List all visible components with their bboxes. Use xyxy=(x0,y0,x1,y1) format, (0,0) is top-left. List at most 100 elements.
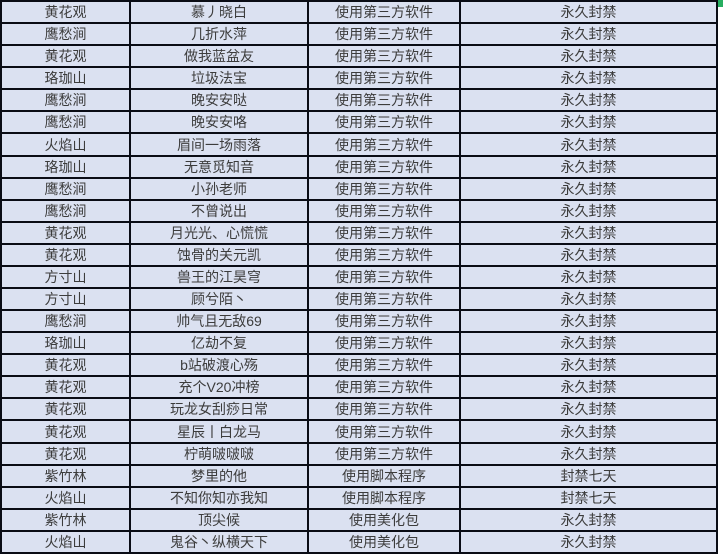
cell-punishment[interactable]: 永久封禁 xyxy=(459,375,718,400)
cell-punishment[interactable]: 永久封禁 xyxy=(459,220,718,245)
cell-player[interactable]: 不曾说出 xyxy=(129,198,309,223)
cell-violation[interactable]: 使用脚本程序 xyxy=(307,463,461,488)
cell-punishment[interactable]: 永久封禁 xyxy=(459,309,718,334)
cell-player[interactable]: b站破渡心殇 xyxy=(129,353,309,378)
cell-punishment[interactable]: 永久封禁 xyxy=(459,0,718,25)
cell-server[interactable]: 黄花观 xyxy=(0,353,131,378)
cell-server[interactable]: 火焰山 xyxy=(0,529,131,554)
cell-server[interactable]: 方寸山 xyxy=(0,264,131,290)
cell-punishment[interactable]: 永久封禁 xyxy=(459,198,718,223)
cell-server[interactable]: 鹰愁涧 xyxy=(0,88,131,113)
cell-server[interactable]: 紫竹林 xyxy=(0,507,131,532)
cell-player[interactable]: 晚安安咯 xyxy=(129,110,309,135)
cell-player[interactable]: 充个V20冲榜 xyxy=(129,375,309,400)
cell-server[interactable]: 鹰愁涧 xyxy=(0,198,131,223)
cell-server[interactable]: 黄花观 xyxy=(0,397,131,422)
cell-punishment[interactable]: 永久封禁 xyxy=(459,331,718,356)
cell-server[interactable]: 珞珈山 xyxy=(0,154,131,179)
cell-violation[interactable]: 使用第三方软件 xyxy=(307,132,461,157)
cell-punishment[interactable]: 永久封禁 xyxy=(459,419,718,444)
cell-violation[interactable]: 使用第三方软件 xyxy=(307,22,461,47)
cell-punishment[interactable]: 永久封禁 xyxy=(459,66,718,91)
cell-server[interactable]: 鹰愁涧 xyxy=(0,176,131,201)
cell-player[interactable]: 蚀骨的关元凯 xyxy=(129,242,309,267)
cell-server[interactable]: 黄花观 xyxy=(0,0,131,25)
cell-violation[interactable]: 使用第三方软件 xyxy=(307,198,461,223)
cell-player[interactable]: 垃圾法宝 xyxy=(129,66,309,91)
cell-violation[interactable]: 使用第三方软件 xyxy=(307,353,461,378)
cell-violation[interactable]: 使用美化包 xyxy=(307,507,461,532)
cell-player[interactable]: 玩龙女刮痧日常 xyxy=(129,397,309,422)
cell-server[interactable]: 火焰山 xyxy=(0,132,131,157)
cell-server[interactable]: 珞珈山 xyxy=(0,331,131,356)
cell-violation[interactable]: 使用第三方软件 xyxy=(307,66,461,91)
cell-server[interactable]: 方寸山 xyxy=(0,287,131,312)
cell-punishment[interactable]: 永久封禁 xyxy=(459,287,718,312)
cell-punishment[interactable]: 永久封禁 xyxy=(459,176,718,201)
cell-player[interactable]: 鬼谷丶纵横天下 xyxy=(129,529,309,554)
cell-violation[interactable]: 使用脚本程序 xyxy=(307,485,461,510)
cell-punishment[interactable]: 永久封禁 xyxy=(459,44,718,69)
cell-punishment[interactable]: 永久封禁 xyxy=(459,22,718,47)
cell-server[interactable]: 火焰山 xyxy=(0,485,131,510)
cell-punishment[interactable]: 永久封禁 xyxy=(459,507,718,532)
cell-server[interactable]: 黄花观 xyxy=(0,220,131,245)
cell-punishment[interactable]: 永久封禁 xyxy=(459,397,718,422)
cell-violation[interactable]: 使用第三方软件 xyxy=(307,287,461,312)
cell-violation[interactable]: 使用第三方软件 xyxy=(307,309,461,334)
cell-server[interactable]: 黄花观 xyxy=(0,441,131,466)
cell-violation[interactable]: 使用第三方软件 xyxy=(307,220,461,245)
cell-violation[interactable]: 使用第三方软件 xyxy=(307,110,461,135)
cell-violation[interactable]: 使用第三方软件 xyxy=(307,419,461,444)
cell-violation[interactable]: 使用第三方软件 xyxy=(307,441,461,466)
cell-server[interactable]: 黄花观 xyxy=(0,242,131,267)
cell-punishment[interactable]: 永久封禁 xyxy=(459,529,718,554)
cell-player[interactable]: 月光光、心慌慌 xyxy=(129,220,309,245)
cell-server[interactable]: 黄花观 xyxy=(0,419,131,444)
cell-punishment[interactable]: 永久封禁 xyxy=(459,154,718,179)
cell-player[interactable]: 帅气且无敌69 xyxy=(129,309,309,334)
cell-server[interactable]: 珞珈山 xyxy=(0,66,131,91)
cell-player[interactable]: 晚安安哒 xyxy=(129,88,309,113)
cell-player[interactable]: 兽王的江昊穹 xyxy=(129,264,309,290)
cell-player[interactable]: 小孙老师 xyxy=(129,176,309,201)
cell-punishment[interactable]: 永久封禁 xyxy=(459,242,718,267)
cell-player[interactable]: 不知你知亦我知 xyxy=(129,485,309,510)
cell-punishment[interactable]: 封禁七天 xyxy=(459,485,718,510)
cell-violation[interactable]: 使用第三方软件 xyxy=(307,264,461,290)
cell-violation[interactable]: 使用第三方软件 xyxy=(307,154,461,179)
cell-punishment[interactable]: 永久封禁 xyxy=(459,353,718,378)
cell-punishment[interactable]: 封禁七天 xyxy=(459,463,718,488)
cell-violation[interactable]: 使用第三方软件 xyxy=(307,0,461,25)
cell-player[interactable]: 眉间一场雨落 xyxy=(129,132,309,157)
cell-violation[interactable]: 使用第三方软件 xyxy=(307,176,461,201)
cell-punishment[interactable]: 永久封禁 xyxy=(459,132,718,157)
cell-violation[interactable]: 使用第三方软件 xyxy=(307,88,461,113)
cell-server[interactable]: 鹰愁涧 xyxy=(0,309,131,334)
cell-punishment[interactable]: 永久封禁 xyxy=(459,88,718,113)
cell-player[interactable]: 亿劫不复 xyxy=(129,331,309,356)
cell-punishment[interactable]: 永久封禁 xyxy=(459,110,718,135)
cell-server[interactable]: 鹰愁涧 xyxy=(0,110,131,135)
cell-server[interactable]: 紫竹林 xyxy=(0,463,131,488)
cell-player[interactable]: 顶尖候 xyxy=(129,507,309,532)
cell-violation[interactable]: 使用第三方软件 xyxy=(307,375,461,400)
cell-violation[interactable]: 使用美化包 xyxy=(307,529,461,554)
cell-violation[interactable]: 使用第三方软件 xyxy=(307,242,461,267)
cell-player[interactable]: 无意觅知音 xyxy=(129,154,309,179)
cell-player[interactable]: 慕丿晓白 xyxy=(129,0,309,25)
cell-violation[interactable]: 使用第三方软件 xyxy=(307,331,461,356)
cell-server[interactable]: 黄花观 xyxy=(0,375,131,400)
cell-punishment[interactable]: 永久封禁 xyxy=(459,441,718,466)
cell-player[interactable]: 星辰丨白龙马 xyxy=(129,419,309,444)
cell-server[interactable]: 黄花观 xyxy=(0,44,131,69)
selection-handle[interactable] xyxy=(718,0,723,7)
cell-player[interactable]: 梦里的他 xyxy=(129,463,309,488)
cell-player[interactable]: 做我蓝盆友 xyxy=(129,44,309,69)
cell-violation[interactable]: 使用第三方软件 xyxy=(307,44,461,69)
cell-player[interactable]: 柠萌啵啵啵 xyxy=(129,441,309,466)
cell-player[interactable]: 顾兮陌丶 xyxy=(129,287,309,312)
cell-punishment[interactable]: 永久封禁 xyxy=(459,264,718,290)
cell-server[interactable]: 鹰愁涧 xyxy=(0,22,131,47)
cell-player[interactable]: 几折水萍 xyxy=(129,22,309,47)
